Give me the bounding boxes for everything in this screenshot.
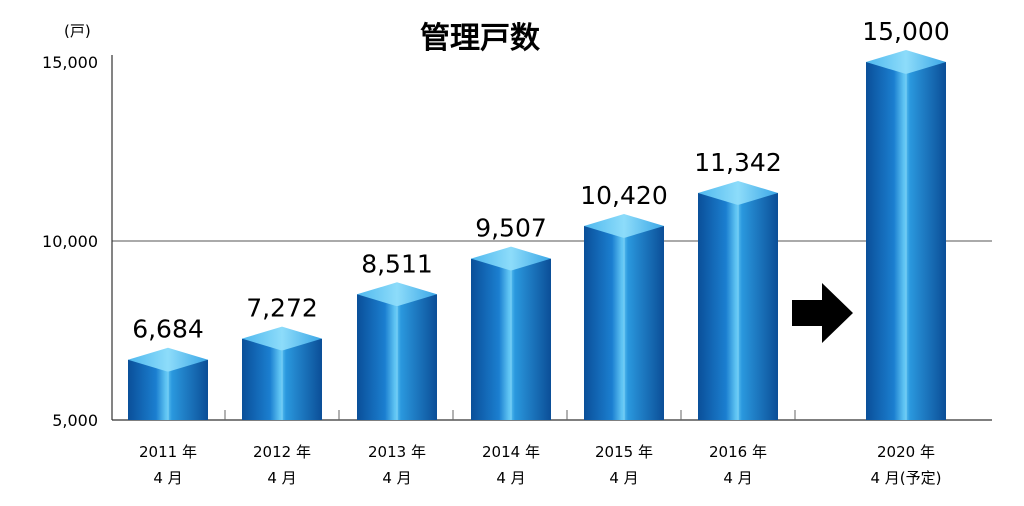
data-label: 15,000 — [862, 17, 949, 46]
bar — [584, 213, 664, 420]
x-tick-label: 4 月 — [382, 469, 411, 487]
chart-title: 管理戸数 — [420, 21, 541, 56]
bar — [866, 50, 946, 420]
bar — [357, 282, 437, 420]
x-tick-label: 2012 年 — [253, 443, 311, 461]
x-tick-label: 4 月(予定) — [870, 469, 941, 487]
x-tick-label: 4 月 — [153, 469, 182, 487]
x-tick-label: 2020 年 — [877, 443, 935, 461]
data-label: 9,507 — [475, 214, 547, 243]
data-label: 11,342 — [694, 148, 781, 177]
y-tick-label: 15,000 — [42, 53, 98, 72]
y-tick-label: 5,000 — [52, 411, 98, 430]
data-label: 6,684 — [132, 315, 204, 344]
right-arrow-icon — [792, 283, 853, 343]
x-tick-label: 2013 年 — [368, 443, 426, 461]
bar — [698, 180, 778, 420]
data-label: 8,511 — [361, 249, 433, 278]
x-tick-label: 2014 年 — [482, 443, 540, 461]
x-tick-label: 4 月 — [267, 469, 296, 487]
x-tick-label: 2011 年 — [139, 443, 197, 461]
x-tick-label: 2016 年 — [709, 443, 767, 461]
bar — [128, 347, 208, 420]
bar — [242, 326, 322, 420]
x-tick-label: 2015 年 — [595, 443, 653, 461]
x-tick-label: 4 月 — [609, 469, 638, 487]
data-label: 10,420 — [580, 181, 667, 210]
x-tick-label: 4 月 — [723, 469, 752, 487]
data-label: 7,272 — [246, 294, 318, 323]
x-tick-label: 4 月 — [496, 469, 525, 487]
y-unit-label: (戸) — [64, 22, 91, 40]
y-tick-label: 10,000 — [42, 232, 98, 251]
bar — [471, 246, 551, 420]
